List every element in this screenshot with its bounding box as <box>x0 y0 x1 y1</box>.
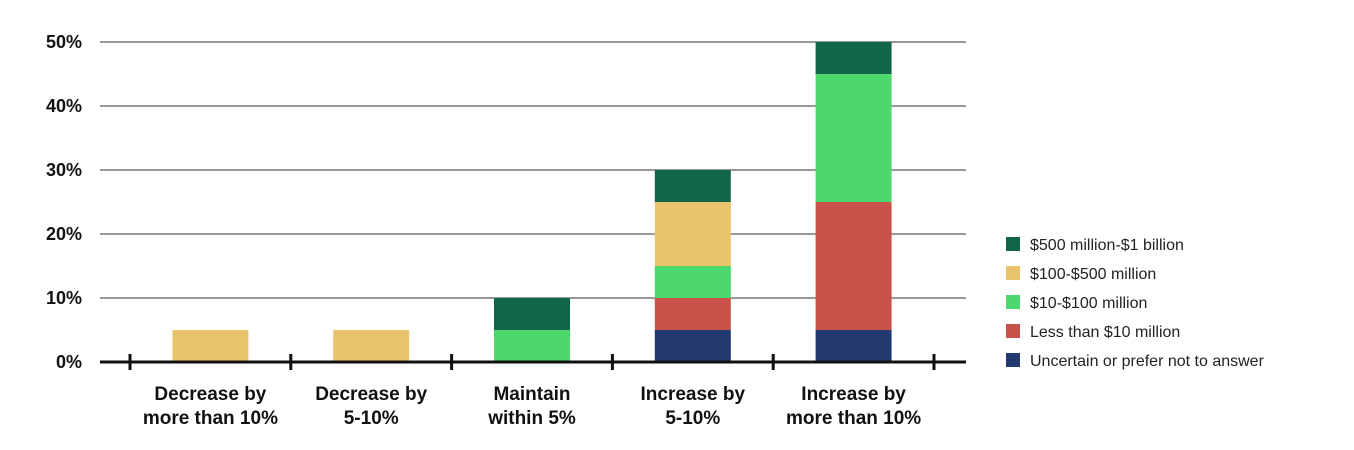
bar-segment <box>654 170 731 202</box>
legend-label: Uncertain or prefer not to answer <box>1030 353 1265 370</box>
bar-segment <box>333 330 410 362</box>
x-tick-label: Decrease by more than 10% <box>143 384 278 429</box>
y-tick-label: 40% <box>46 96 82 116</box>
bar-segment <box>815 330 892 362</box>
legend-item: $10-$100 million <box>1006 295 1147 312</box>
bar-segment <box>654 266 731 298</box>
bar-segment <box>172 330 249 362</box>
legend-swatch <box>1006 266 1020 280</box>
y-tick-label: 50% <box>46 32 82 52</box>
bar-segment <box>815 202 892 330</box>
legend: $500 million-$1 billion $100-$500 million… <box>1006 237 1265 370</box>
legend-item: $100-$500 million <box>1006 266 1156 283</box>
y-tick-label: 10% <box>46 288 82 308</box>
legend-swatch <box>1006 295 1020 309</box>
bar-segment <box>494 330 570 362</box>
legend-item: Less than $10 million <box>1006 324 1180 341</box>
bar-segment <box>654 298 731 330</box>
legend-label: $500 million-$1 billion <box>1030 237 1184 254</box>
legend-label: $100-$500 million <box>1030 266 1156 283</box>
y-tick-label: 0% <box>56 352 82 372</box>
bar-segment <box>654 202 731 266</box>
bar-segment <box>815 74 892 202</box>
bar-segment <box>815 42 892 74</box>
bar-segment <box>494 298 570 330</box>
y-tick-label: 20% <box>46 224 82 244</box>
x-tick-label: Decrease by 5-10% <box>315 384 427 429</box>
x-tick-label: Increase by 5-10% <box>641 384 746 429</box>
legend-item: Uncertain or prefer not to answer <box>1006 353 1265 370</box>
y-axis: 0% 10% 20% 30% 40% 50% <box>46 32 82 372</box>
y-tick-label: 30% <box>46 160 82 180</box>
legend-label: $10-$100 million <box>1030 295 1147 312</box>
bar-segment <box>654 330 731 362</box>
legend-item: $500 million-$1 billion <box>1006 237 1184 254</box>
x-tick-label: Increase by more than 10% <box>786 384 921 429</box>
x-axis: Decrease by more than 10% Decrease by 5-10%… <box>100 354 966 429</box>
bars <box>172 42 892 362</box>
legend-swatch <box>1006 324 1020 338</box>
legend-swatch <box>1006 237 1020 251</box>
x-tick-label: Maintain within 5% <box>487 384 576 429</box>
legend-label: Less than $10 million <box>1030 324 1180 341</box>
legend-swatch <box>1006 353 1020 367</box>
